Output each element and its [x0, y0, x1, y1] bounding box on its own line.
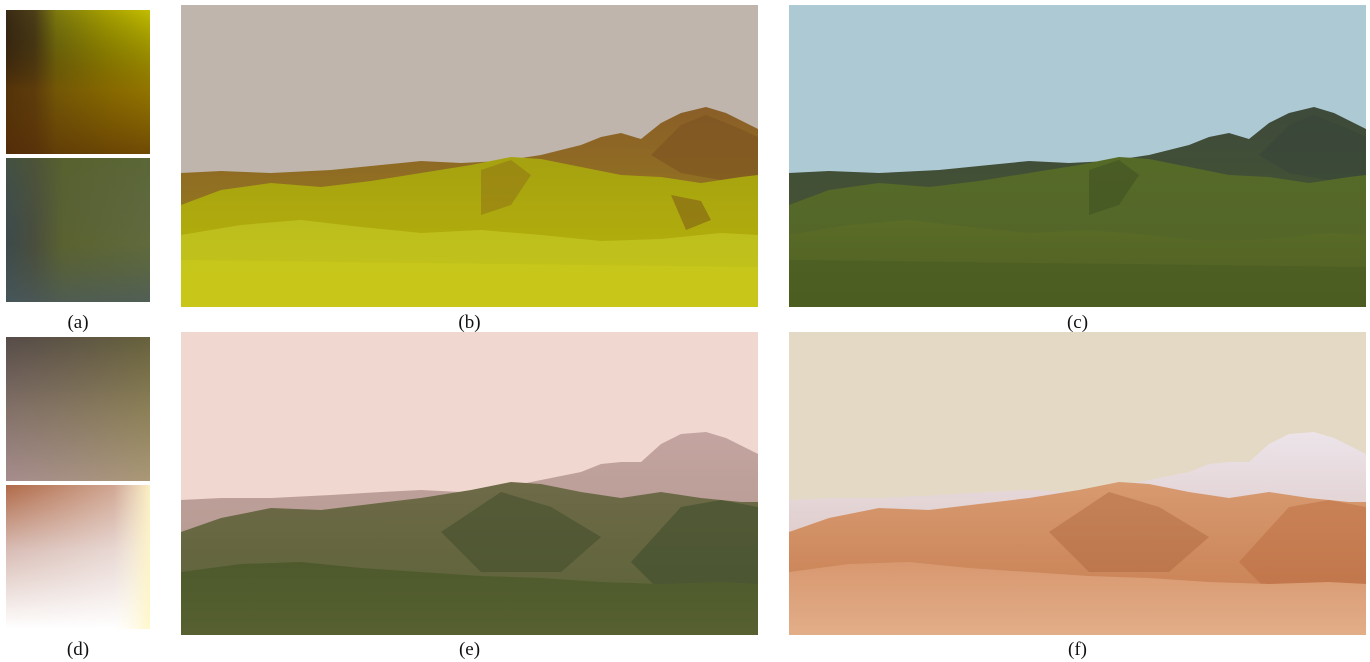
- caption-c: (c): [1066, 312, 1089, 333]
- caption-e: (e): [458, 639, 481, 660]
- color-ramp-d-bottom: [6, 485, 150, 629]
- caption-a: (a): [67, 312, 89, 333]
- color-ramp-a-bottom: [6, 158, 150, 302]
- caption-b: (b): [458, 312, 481, 333]
- terrain-render-e: [181, 332, 758, 635]
- caption-f: (f): [1068, 639, 1087, 660]
- color-ramp-a-top: [6, 10, 150, 154]
- caption-d: (d): [66, 639, 90, 660]
- terrain-render-b: [181, 5, 758, 307]
- terrain-render-f: [789, 332, 1366, 635]
- color-ramp-d-top: [6, 337, 150, 481]
- terrain-render-c: [789, 5, 1366, 307]
